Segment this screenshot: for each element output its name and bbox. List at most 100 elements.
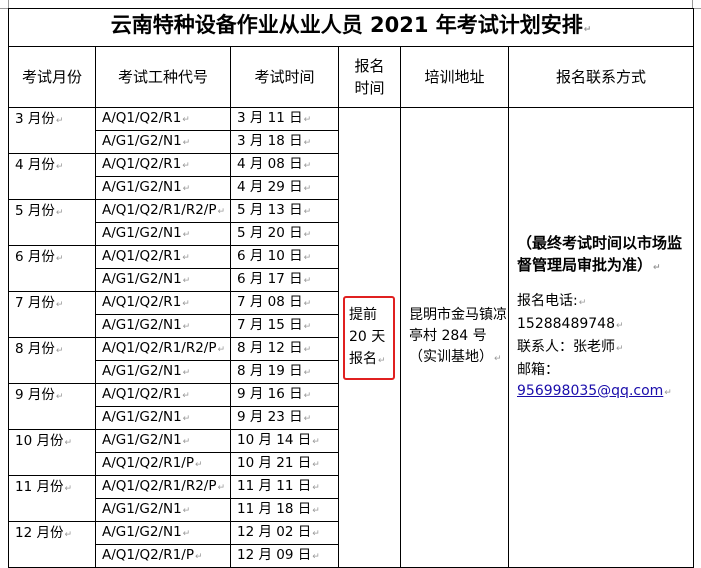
exam-code-cell: A/Q1/Q2/R1 [95, 245, 231, 269]
table-row: 11 月份 A/Q1/Q2/R1/R2/P 11 月 11 日 [8, 475, 694, 522]
month-text: 4 月份 [15, 157, 63, 173]
exam-code-text: A/G1/G2/N1 [102, 225, 190, 241]
exam-date-cell: 5 月 20 日 [230, 222, 339, 246]
exam-date-cell: 9 月 16 日 [230, 383, 339, 407]
page-corner-mark [0, 0, 9, 9]
table-row: A/G1/G2/N1 11 月 18 日 [9, 498, 694, 522]
exam-date-text: 3 月 11 日 [237, 110, 311, 126]
exam-date-text: 12 月 02 日 [237, 524, 320, 540]
page-corner-mark [692, 0, 701, 9]
exam-code-text: A/G1/G2/N1 [102, 501, 190, 517]
month-cell: 10 月份 [8, 429, 96, 476]
month-cell: 7 月份 [8, 291, 96, 338]
exam-date-text: 3 月 18 日 [237, 133, 311, 149]
month-cell: 12 月份 [8, 521, 96, 568]
exam-date-cell: 12 月 09 日 [230, 544, 339, 568]
table-row: A/G1/G2/N1 3 月 18 日 [9, 130, 694, 154]
contact-person: 联系人：张老师 [517, 337, 693, 360]
month-text: 6 月份 [15, 249, 63, 265]
exam-date-text: 7 月 15 日 [237, 317, 311, 333]
exam-code-text: A/G1/G2/N1 [102, 409, 190, 425]
exam-date-cell: 3 月 11 日 [230, 107, 339, 131]
exam-date-cell: 4 月 29 日 [230, 176, 339, 200]
exam-code-text: A/G1/G2/N1 [102, 271, 190, 287]
exam-date-text: 11 月 18 日 [237, 501, 320, 517]
exam-date-cell: 12 月 02 日 [230, 521, 339, 545]
header-exam-code: 考试工种代号 [95, 46, 231, 108]
exam-date-text: 5 月 20 日 [237, 225, 311, 241]
header-contact: 报名联系方式 [507, 46, 695, 108]
exam-date-text: 6 月 17 日 [237, 271, 311, 287]
exam-code-cell: A/G1/G2/N1 [95, 130, 231, 154]
month-text: 11 月份 [15, 479, 72, 495]
exam-date-cell: 9 月 23 日 [230, 406, 339, 430]
phone-number: 15288489748 [517, 314, 693, 337]
table-row: 10 月份 A/G1/G2/N1 10 月 14 日 [8, 429, 694, 476]
exam-code-text: A/G1/G2/N1 [102, 363, 190, 379]
exam-date-cell: 7 月 08 日 [230, 291, 339, 315]
exam-date-cell: 8 月 19 日 [230, 360, 339, 384]
exam-code-cell: A/Q1/Q2/R1/P [95, 544, 231, 568]
exam-code-text: A/Q1/Q2/R1 [102, 294, 190, 310]
exam-code-cell: A/G1/G2/N1 [95, 498, 231, 522]
exam-date-text: 10 月 21 日 [237, 455, 320, 471]
exam-date-text: 9 月 23 日 [237, 409, 311, 425]
exam-code-cell: A/Q1/Q2/R1/R2/P [95, 475, 231, 499]
header-exam-time: 考试时间 [230, 46, 339, 108]
registration-time-cell: 提前 20 天报名 [338, 107, 401, 568]
page-title: 云南特种设备作业从业人员 2021 年考试计划安排 [7, 8, 695, 47]
month-cell: 3 月份 [8, 107, 96, 154]
month-cell: 8 月份 [8, 337, 96, 384]
exam-date-cell: 8 月 12 日 [230, 337, 339, 361]
table-row: A/Q1/Q2/R1/P 10 月 21 日 [9, 452, 694, 476]
exam-code-text: A/Q1/Q2/R1 [102, 110, 190, 126]
month-text: 9 月份 [15, 387, 63, 403]
table-row: A/G1/G2/N1 9 月 23 日 [9, 406, 694, 430]
exam-code-cell: A/G1/G2/N1 [95, 268, 231, 292]
approval-note: （最终考试时间以市场监督管理局审批为准） [517, 232, 693, 279]
month-cell: 4 月份 [8, 153, 96, 200]
month-cell: 9 月份 [8, 383, 96, 430]
exam-code-text: A/G1/G2/N1 [102, 179, 190, 195]
exam-code-text: A/G1/G2/N1 [102, 432, 190, 448]
month-text: 12 月份 [15, 525, 72, 541]
month-text: 5 月份 [15, 203, 63, 219]
exam-date-cell: 5 月 13 日 [230, 199, 339, 223]
contact-cell: （最终考试时间以市场监督管理局审批为准） 报名电话: 15288489748 联… [507, 107, 695, 568]
table-row: 6 月份 A/Q1/Q2/R1 6 月 10 日 [8, 245, 694, 292]
exam-date-text: 5 月 13 日 [237, 202, 311, 218]
exam-code-text: A/Q1/Q2/R1/R2/P [102, 340, 225, 356]
header-registration-time-text: 报名时间 [354, 57, 385, 97]
exam-date-text: 11 月 11 日 [237, 478, 320, 494]
exam-code-text: A/Q1/Q2/R1/P [102, 547, 203, 563]
exam-code-cell: A/Q1/Q2/R1/R2/P [95, 337, 231, 361]
table-row: 3 月份 A/Q1/Q2/R1 3 月 11 日 提前 20 天报名昆明市金马镇凉亭村… [8, 107, 695, 568]
month-cell: 11 月份 [8, 475, 96, 522]
exam-date-text: 8 月 12 日 [237, 340, 311, 356]
exam-date-cell: 10 月 14 日 [230, 429, 339, 453]
month-text: 10 月份 [15, 433, 72, 449]
phone-label: 报名电话: [517, 291, 693, 314]
exam-date-text: 4 月 29 日 [237, 179, 311, 195]
exam-code-cell: A/G1/G2/N1 [95, 521, 231, 545]
email-link[interactable]: 956998035@qq.com [517, 382, 664, 399]
exam-date-text: 4 月 08 日 [237, 156, 311, 172]
exam-code-text: A/G1/G2/N1 [102, 317, 190, 333]
exam-date-text: 12 月 09 日 [237, 547, 320, 563]
exam-code-cell: A/G1/G2/N1 [95, 222, 231, 246]
exam-date-cell: 10 月 21 日 [230, 452, 339, 476]
exam-date-text: 10 月 14 日 [237, 432, 320, 448]
header-month: 考试月份 [8, 46, 96, 108]
month-text: 8 月份 [15, 341, 63, 357]
table-row: 4 月份 A/Q1/Q2/R1 4 月 08 日 [8, 153, 694, 200]
header-registration-time: 报名时间 [338, 46, 401, 108]
table-row: A/G1/G2/N1 8 月 19 日 [9, 360, 694, 384]
exam-date-cell: 3 月 18 日 [230, 130, 339, 154]
exam-code-cell: A/G1/G2/N1 [95, 360, 231, 384]
address-text: 昆明市金马镇凉亭村 284 号（实训基地） [409, 307, 507, 365]
exam-date-cell: 6 月 10 日 [230, 245, 339, 269]
exam-date-text: 6 月 10 日 [237, 248, 311, 264]
table-row: 5 月份 A/Q1/Q2/R1/R2/P 5 月 13 日 [8, 199, 694, 246]
exam-code-cell: A/Q1/Q2/R1 [95, 291, 231, 315]
title-text: 云南特种设备作业从业人员 2021 年考试计划安排 [111, 13, 592, 37]
